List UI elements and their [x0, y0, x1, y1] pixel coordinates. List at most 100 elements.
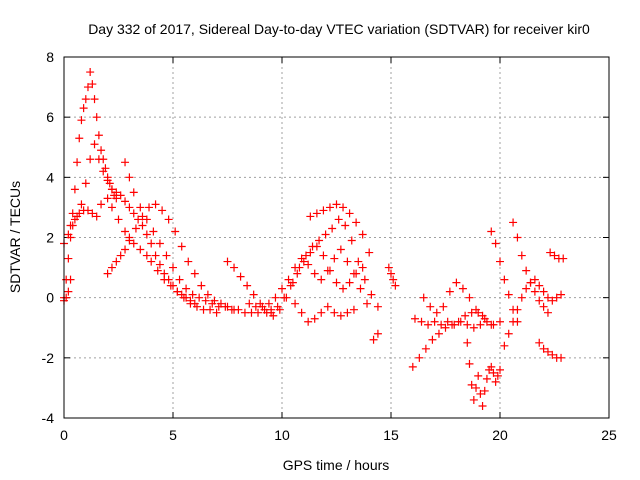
data-point	[543, 347, 552, 356]
data-point	[92, 113, 101, 122]
data-point	[387, 269, 395, 278]
series-trace-j	[291, 299, 358, 326]
data-point	[121, 227, 130, 236]
data-point	[315, 236, 324, 245]
x-tick-label: 5	[169, 427, 177, 443]
plot-frame	[63, 56, 610, 419]
data-point	[482, 374, 491, 383]
data-point	[480, 386, 489, 395]
data-point	[203, 290, 212, 299]
data-point	[197, 281, 206, 290]
series-trace-c	[66, 194, 221, 317]
data-point	[184, 257, 193, 266]
data-point	[73, 158, 82, 167]
data-point	[557, 353, 566, 362]
data-point	[182, 284, 191, 293]
data-point	[347, 236, 356, 245]
data-point	[408, 362, 417, 371]
data-point	[356, 284, 365, 293]
data-point	[114, 215, 123, 224]
data-point	[149, 227, 158, 236]
data-point	[162, 251, 171, 260]
y-tick-label: 2	[46, 230, 54, 246]
data-point	[325, 203, 334, 212]
data-point	[301, 251, 310, 260]
series-trace-h	[267, 242, 367, 317]
tick-marks	[63, 56, 610, 419]
data-point	[369, 335, 378, 344]
series-trace-o	[463, 338, 504, 410]
data-point	[336, 311, 345, 320]
data-point	[552, 293, 561, 302]
data-point	[297, 308, 306, 317]
data-point	[509, 317, 518, 326]
data-point	[79, 104, 88, 113]
data-point	[92, 212, 101, 221]
x-tick-labels: 0 5 10 15 20 25	[60, 427, 617, 443]
data-point	[164, 215, 173, 224]
data-point	[334, 215, 343, 224]
data-point	[341, 221, 350, 230]
data-point	[367, 290, 376, 299]
data-point	[430, 317, 439, 326]
data-point	[136, 203, 145, 212]
y-tick-label: 0	[46, 290, 54, 306]
data-point	[88, 209, 97, 218]
data-point	[559, 254, 568, 263]
data-point	[325, 266, 334, 275]
data-point	[151, 200, 160, 209]
data-point	[64, 287, 73, 296]
data-point	[530, 287, 539, 296]
data-point	[212, 308, 221, 317]
series-trace-n	[419, 278, 487, 320]
data-point	[345, 209, 354, 218]
data-point	[173, 287, 182, 296]
data-point	[134, 215, 143, 224]
data-point	[419, 293, 428, 302]
data-point	[66, 221, 75, 230]
data-point	[493, 371, 502, 380]
data-point	[188, 290, 197, 299]
data-point	[223, 257, 232, 266]
data-point	[70, 215, 79, 224]
data-point	[415, 353, 424, 362]
data-point	[384, 263, 393, 272]
data-point	[496, 257, 504, 266]
data-point	[424, 320, 433, 329]
data-point	[234, 305, 243, 314]
series-trace-r	[509, 218, 552, 317]
data-point	[125, 236, 134, 245]
data-point	[97, 146, 106, 155]
series-trace-t	[546, 248, 568, 263]
data-point	[487, 320, 496, 329]
data-point	[336, 245, 345, 254]
data-point	[487, 227, 496, 236]
data-point	[443, 317, 452, 326]
x-tick-label: 25	[601, 427, 617, 443]
data-point	[332, 200, 341, 209]
data-point	[319, 251, 328, 260]
data-point	[155, 239, 164, 248]
data-point	[249, 290, 258, 299]
data-point	[267, 308, 276, 317]
data-point	[75, 134, 84, 143]
data-point	[546, 248, 555, 257]
data-point	[304, 260, 313, 269]
data-point	[358, 230, 367, 239]
data-point	[107, 263, 116, 272]
data-point	[472, 383, 481, 392]
data-point	[155, 260, 164, 269]
data-point	[557, 290, 566, 299]
data-point	[129, 209, 138, 218]
grid-lines	[64, 57, 609, 418]
data-point	[535, 338, 544, 347]
data-point	[489, 368, 498, 377]
data-point	[391, 281, 400, 290]
data-point	[389, 275, 398, 284]
data-point	[461, 311, 470, 320]
data-point	[465, 293, 474, 302]
data-point	[343, 308, 352, 317]
data-point	[192, 302, 201, 311]
data-point	[166, 281, 175, 290]
data-point	[103, 194, 112, 203]
